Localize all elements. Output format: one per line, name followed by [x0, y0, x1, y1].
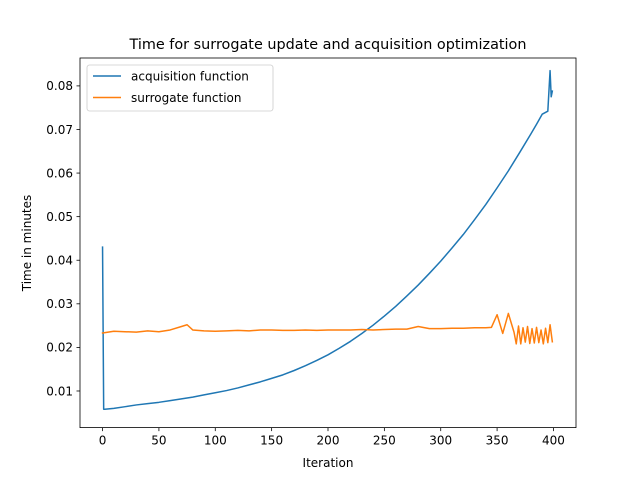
y-tick-label: 0.06: [46, 166, 73, 180]
y-tick-label: 0.08: [46, 79, 73, 93]
x-tick-label: 400: [542, 434, 565, 448]
y-axis: 0.01 0.02 0.03 0.04 0.05 0.06 0.07 0.08: [46, 79, 80, 398]
chart-title: Time for surrogate update and acquisitio…: [129, 37, 527, 53]
y-axis-label: Time in minutes: [20, 195, 34, 293]
legend-label-0: acquisition function: [131, 69, 249, 83]
y-tick-label: 0.02: [46, 341, 73, 355]
x-tick-label: 100: [204, 434, 227, 448]
y-tick-label: 0.03: [46, 297, 73, 311]
y-tick-label: 0.01: [46, 384, 73, 398]
legend: acquisition function surrogate function: [86, 64, 274, 112]
y-tick-label: 0.05: [46, 210, 73, 224]
x-tick-label: 250: [373, 434, 396, 448]
x-axis: 0 50 100 150 200 250 300 350 400: [99, 427, 565, 448]
plot-area: [101, 69, 554, 411]
legend-label-1: surrogate function: [131, 91, 241, 105]
x-axis-label: Iteration: [303, 456, 354, 470]
legend-box: [86, 64, 274, 112]
x-tick-label: 300: [429, 434, 452, 448]
x-tick-label: 0: [99, 434, 107, 448]
y-tick-label: 0.07: [46, 123, 73, 137]
x-tick-label: 150: [260, 434, 283, 448]
x-tick-label: 200: [317, 434, 340, 448]
y-tick-label: 0.04: [46, 254, 73, 268]
x-tick-label: 350: [486, 434, 509, 448]
series-line-0: [101, 69, 554, 411]
series-line-1: [101, 312, 554, 345]
x-tick-label: 50: [151, 434, 166, 448]
